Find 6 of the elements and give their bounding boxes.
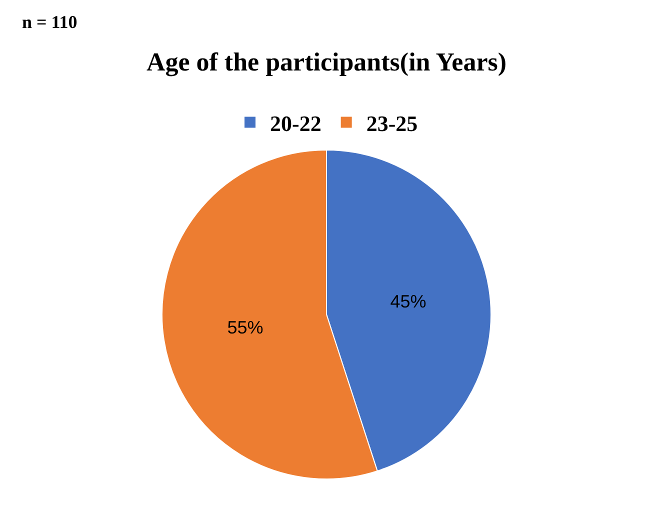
- legend-label: 20-22: [270, 110, 322, 136]
- text: n = 110: [22, 12, 78, 32]
- chart-title: Age of the participants(in Years): [146, 48, 507, 77]
- data-label: 55%: [227, 317, 264, 338]
- legend-label: 23-25: [366, 110, 418, 136]
- data-label: 45%: [390, 292, 426, 312]
